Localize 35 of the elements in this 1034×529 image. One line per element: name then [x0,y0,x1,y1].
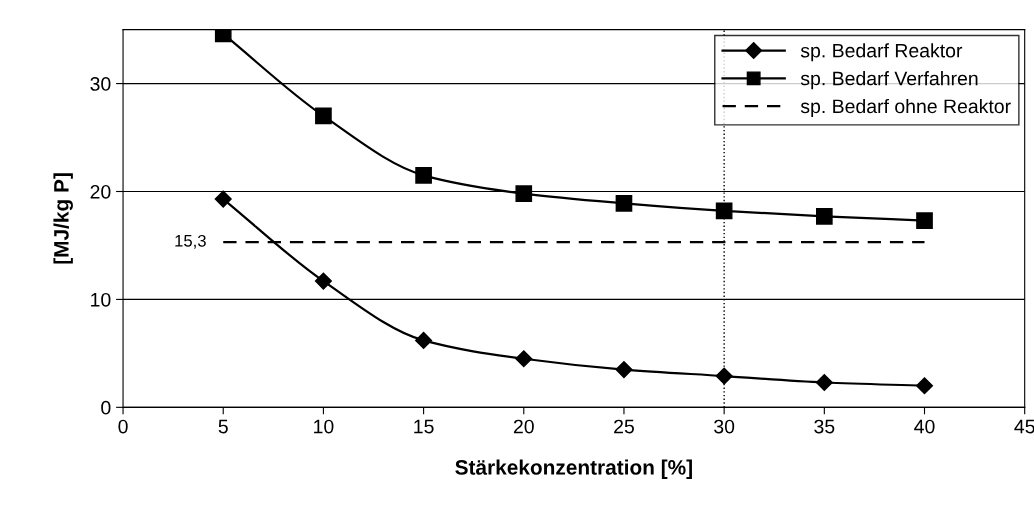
x-tick-label: 15 [414,419,434,434]
point [515,350,533,368]
x-tick-label: 45 [1014,419,1034,434]
annotation: 15,3 [175,234,206,249]
x-tick-label: 25 [614,419,634,434]
point [315,107,332,125]
point [815,207,833,225]
point [214,190,232,208]
y-tick-label: 10 [91,292,111,307]
x-tick-label: 40 [914,419,935,434]
y-tick-label: 20 [90,184,111,199]
point [715,367,733,385]
legend-label: sp. Bedarf ohne Reaktor [800,98,1011,118]
x-tick-label: 35 [814,419,835,434]
y-tick-label: 30 [90,77,111,91]
y-axis-title: [MJ/kg P] [53,173,73,264]
x-axis-title: Stärkekonzentration [%] [455,459,692,479]
legend-label: sp. Bedarf Verfahren [800,71,978,90]
x-tick-label: 5 [218,419,228,434]
point [615,195,633,212]
x-tick-label: 0 [118,419,128,434]
legend-label: sp. Bedarf Reaktor [800,43,963,62]
point [415,331,433,349]
point [314,272,332,290]
point [615,361,633,379]
point [515,185,533,202]
point [915,377,934,395]
point [815,373,833,392]
point [415,166,432,184]
x-tick-label: 10 [314,419,334,434]
point [916,212,933,229]
x-tick-label: 20 [513,419,534,434]
x-tick-label: 30 [714,419,735,434]
point [715,202,733,220]
y-tick-label: 0 [101,400,111,415]
